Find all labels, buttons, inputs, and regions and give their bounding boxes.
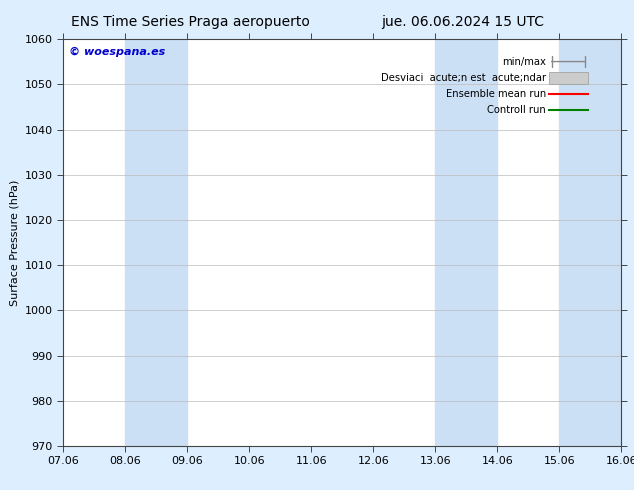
Bar <box>436 39 497 446</box>
Text: Desviaci  acute;n est  acute;ndar: Desviaci acute;n est acute;ndar <box>381 73 546 83</box>
Bar <box>559 39 621 446</box>
Text: © woespana.es: © woespana.es <box>69 48 165 57</box>
Bar <box>126 39 188 446</box>
Text: min/max: min/max <box>502 56 546 67</box>
Text: Ensemble mean run: Ensemble mean run <box>446 89 546 99</box>
Text: ENS Time Series Praga aeropuerto: ENS Time Series Praga aeropuerto <box>71 15 309 29</box>
Y-axis label: Surface Pressure (hPa): Surface Pressure (hPa) <box>10 179 19 306</box>
Text: Controll run: Controll run <box>488 105 546 115</box>
Bar <box>549 72 588 84</box>
Text: jue. 06.06.2024 15 UTC: jue. 06.06.2024 15 UTC <box>381 15 545 29</box>
